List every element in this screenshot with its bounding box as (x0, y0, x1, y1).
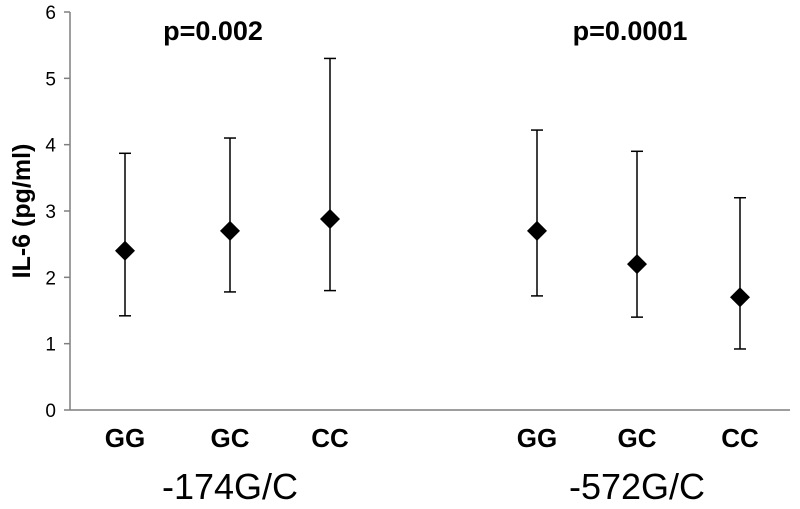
data-point-diamond (627, 254, 647, 275)
y-tick-label: 6 (45, 3, 56, 24)
data-point-diamond (220, 220, 240, 241)
data-point-diamond (527, 220, 547, 241)
category-label: GG (517, 423, 557, 453)
category-label: CC (311, 423, 349, 453)
y-tick-label: 3 (45, 202, 56, 223)
category-label: GC (618, 423, 657, 453)
y-ticks: 0 1 2 3 4 5 6 (45, 3, 70, 422)
p-value-label: p=0.002 (163, 16, 263, 46)
category-label: GC (211, 423, 250, 453)
data-point-diamond (320, 208, 340, 229)
data-point-diamond (115, 240, 135, 261)
y-tick-label: 4 (45, 136, 56, 157)
y-tick-label: 0 (45, 401, 56, 422)
category-label: GG (105, 423, 145, 453)
category-label: CC (721, 423, 759, 453)
group-label: -174G/C (162, 466, 298, 507)
y-tick-label: 1 (45, 335, 56, 356)
y-tick-label: 2 (45, 268, 56, 289)
group-label: -572G/C (569, 466, 705, 507)
chart-marks: GG GC CC -174G/C p=0.002 GG GC CC -572G/C p=0.000… (105, 16, 759, 507)
y-axis-label: IL-6 (pg/ml) (8, 144, 36, 279)
p-value-label: p=0.0001 (573, 16, 688, 46)
y-tick-label: 5 (45, 69, 56, 90)
data-point-diamond (730, 287, 750, 308)
